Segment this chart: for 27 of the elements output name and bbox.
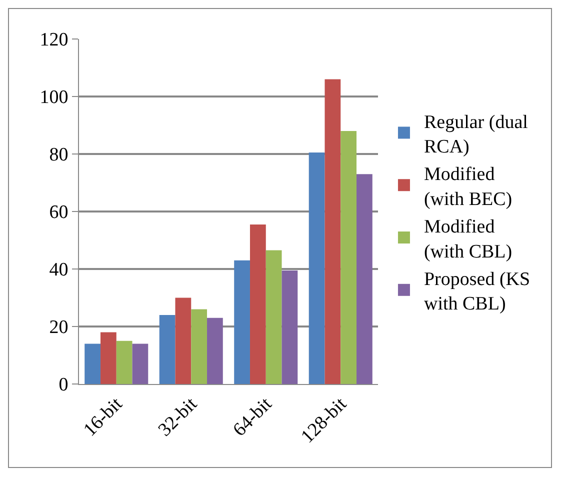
y-tick-label: 120 [40,30,68,51]
bar [100,332,116,384]
y-tick-label: 100 [40,87,68,108]
y-tick-label: 60 [49,202,68,224]
bar [308,152,325,384]
bar [340,131,357,384]
y-tick-label: 80 [49,144,68,166]
bar [282,270,298,384]
y-tick-label: 20 [49,317,68,338]
bar [175,298,192,384]
legend-label: Modified (with CBL) [424,216,512,262]
y-tick-label: 40 [49,260,68,281]
bar [191,309,208,384]
bar [250,224,266,384]
bar [116,340,132,384]
legend-label: Modified (with BEC) [424,164,512,210]
legend-label: Regular (dual RCA) [424,112,528,158]
bar [84,344,100,384]
bar [356,174,372,384]
legend-label: Proposed (KS with CBL) [424,268,530,315]
bar [207,318,223,384]
bar [132,344,148,384]
bar [159,315,176,384]
bar [324,79,341,384]
bar [266,250,282,384]
bar [234,260,250,384]
y-tick-label: 0 [58,374,68,396]
